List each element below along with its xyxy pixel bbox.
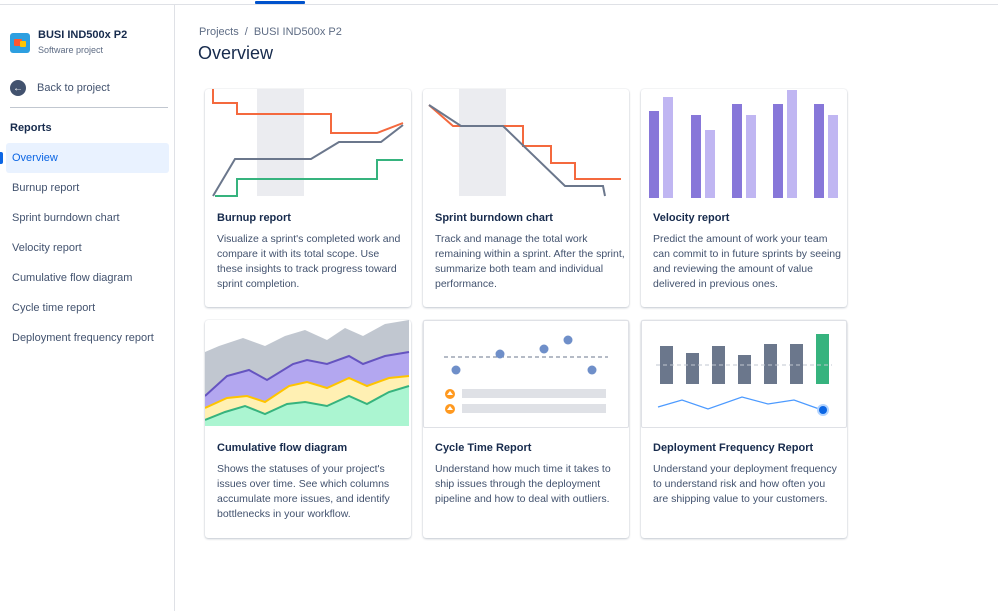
card-description: Predict the amount of work your team can… xyxy=(653,233,841,290)
burnup-report-card[interactable]: Burnup report Visualize a sprint's compl… xyxy=(205,89,411,307)
top-strip xyxy=(0,0,998,5)
burndown-illustration xyxy=(423,89,629,201)
sprint-burndown-card[interactable]: Sprint burndown chart Track and manage t… xyxy=(423,89,629,307)
card-description: Shows the statuses of your project's iss… xyxy=(217,463,390,520)
project-header[interactable]: BUSI IND500x P2 Software project xyxy=(10,27,127,55)
reports-nav: Overview Burnup report Sprint burndown c… xyxy=(0,143,175,353)
page-title: Overview xyxy=(198,43,274,63)
cycle-time-card[interactable]: Cycle Time Report Understand how much ti… xyxy=(423,320,629,538)
card-title: Cumulative flow diagram xyxy=(217,442,348,454)
sidebar-item-overview[interactable]: Overview xyxy=(0,143,169,173)
sidebar-item-cumulative-flow-diagram[interactable]: Cumulative flow diagram xyxy=(12,272,133,284)
deployment-frequency-card[interactable]: Deployment Frequency Report Understand y… xyxy=(641,320,847,538)
card-title: Deployment Frequency Report xyxy=(653,442,814,454)
sidebar-item-velocity-report[interactable]: Velocity report xyxy=(12,242,82,254)
card-title: Burnup report xyxy=(217,212,291,224)
sidebar-item-sprint-burndown-chart[interactable]: Sprint burndown chart xyxy=(12,212,120,224)
active-top-tab-indicator xyxy=(255,1,305,4)
breadcrumb-project-link[interactable]: BUSI IND500x P2 xyxy=(253,26,342,38)
arrow-left-icon: ← xyxy=(10,80,26,96)
card-description: Track and manage the total work remainin… xyxy=(435,233,625,290)
cumulative-flow-card[interactable]: Cumulative flow diagram Shows the status… xyxy=(205,320,411,538)
sidebar-item-cycle-time-report[interactable]: Cycle time report xyxy=(12,302,96,314)
sidebar-item-deployment-frequency-report[interactable]: Deployment frequency report xyxy=(12,332,154,344)
velocity-report-card[interactable]: Velocity report Predict the amount of wo… xyxy=(641,89,847,307)
sidebar-item-burnup-report[interactable]: Burnup report xyxy=(12,182,80,194)
cycle-time-illustration xyxy=(423,320,629,428)
sidebar: BUSI IND500x P2 Software project ← Back … xyxy=(0,5,175,611)
card-title: Cycle Time Report xyxy=(435,442,532,454)
project-name: BUSI IND500x P2 xyxy=(38,29,128,41)
card-description: Visualize a sprint's completed work and … xyxy=(217,233,401,290)
breadcrumb: Projects / BUSI IND500x P2 xyxy=(199,26,348,38)
back-to-project-label: Back to project xyxy=(37,82,110,94)
sidebar-divider xyxy=(10,107,168,108)
breadcrumb-separator: / xyxy=(244,26,248,38)
velocity-illustration xyxy=(641,89,847,201)
project-avatar-icon xyxy=(10,33,30,53)
breadcrumb-projects-link[interactable]: Projects xyxy=(199,26,239,38)
project-type: Software project xyxy=(38,45,104,55)
back-to-project-link[interactable]: ← Back to project xyxy=(10,80,110,96)
reports-section-title: Reports xyxy=(10,122,52,134)
card-title: Sprint burndown chart xyxy=(435,212,553,224)
cumulative-flow-illustration xyxy=(205,320,411,428)
card-description: Understand how much time it takes to shi… xyxy=(435,463,611,505)
card-description: Understand your deployment frequency to … xyxy=(653,463,837,505)
deployment-frequency-illustration xyxy=(641,320,847,428)
burnup-illustration xyxy=(205,89,411,201)
card-title: Velocity report xyxy=(653,212,730,224)
